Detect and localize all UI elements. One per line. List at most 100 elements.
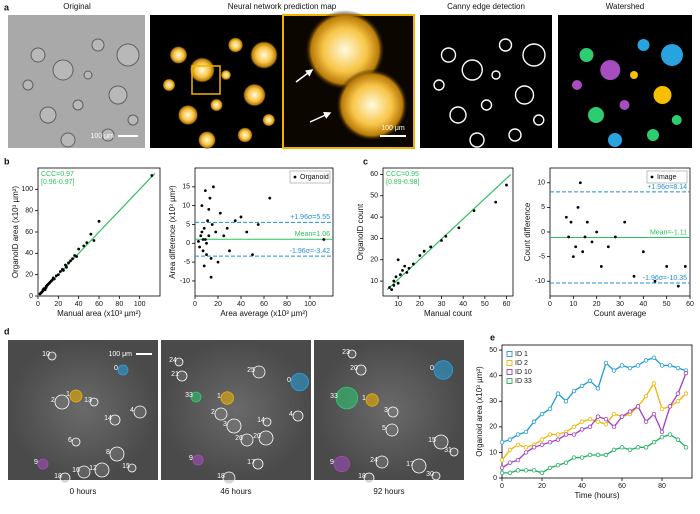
- series-marker: [571, 455, 577, 460]
- segment: [608, 133, 622, 147]
- point: [641, 250, 645, 254]
- x-tick-label: 60: [503, 301, 511, 308]
- organoid-outline: [59, 472, 71, 484]
- series-marker: [515, 442, 521, 447]
- point: [388, 286, 391, 289]
- y-tick-label: 10: [489, 449, 497, 456]
- y-tick-label: -10: [535, 278, 545, 285]
- organoid: [101, 128, 115, 142]
- organoid-id: 6: [68, 437, 72, 444]
- organoid: [72, 99, 84, 111]
- point: [207, 208, 211, 211]
- y-tick-label: 100: [21, 186, 33, 193]
- organoid-id: 13: [84, 397, 92, 404]
- series-marker: [507, 470, 513, 476]
- point: [411, 262, 415, 266]
- point: [67, 261, 70, 265]
- x-tick-label: 100: [134, 301, 146, 308]
- organoid: [116, 43, 140, 67]
- organoid-id: 24: [370, 457, 378, 464]
- series-marker: [611, 368, 617, 373]
- series-marker: [603, 422, 609, 427]
- series-marker: [619, 445, 625, 450]
- series-marker: [603, 452, 609, 458]
- organoid: [30, 47, 46, 63]
- point: [75, 255, 79, 258]
- edge: [440, 47, 457, 63]
- point: [418, 254, 422, 257]
- organoid-id: 5: [382, 425, 386, 432]
- point: [239, 215, 243, 219]
- organoid-outline: [240, 433, 254, 447]
- organoid-outline: [47, 351, 57, 361]
- annotation: [0.89-0.98]: [386, 179, 420, 186]
- organoid-outline: [94, 462, 110, 478]
- point: [44, 286, 48, 289]
- point: [222, 234, 226, 238]
- organoid-id: 16: [72, 467, 80, 474]
- scale-bar-label: 100 μm: [109, 351, 133, 358]
- point: [569, 220, 573, 224]
- series-marker: [579, 419, 585, 424]
- organoid-outline: [54, 394, 70, 410]
- x-tick-label: 80: [115, 301, 123, 308]
- organoid-outline: [71, 437, 81, 447]
- blob: [262, 113, 276, 127]
- point: [665, 265, 669, 268]
- series-marker: [675, 391, 681, 396]
- y-axis-label: Organoid area (x10³ µm²): [475, 366, 484, 457]
- point: [214, 230, 218, 234]
- series-marker: [515, 432, 521, 437]
- series-marker: [667, 404, 673, 409]
- organoid-outline: [192, 454, 204, 466]
- point: [613, 235, 617, 239]
- y-tick-label: 0: [541, 229, 545, 236]
- y-tick-label: 40: [370, 214, 378, 221]
- series-marker: [507, 460, 513, 465]
- y-tick-label: 20: [25, 272, 33, 279]
- x-tick-label: 60: [618, 483, 626, 490]
- y-tick-label: 5: [541, 204, 545, 211]
- series-marker: [643, 358, 649, 363]
- x-tick-label: 30: [616, 301, 624, 308]
- series-marker: [619, 414, 625, 419]
- segment: [630, 71, 638, 79]
- segment: [653, 86, 672, 104]
- blob: [242, 83, 267, 107]
- series-marker: [515, 468, 521, 473]
- x-tick-label: 20: [214, 301, 222, 308]
- organoid-outline: [214, 407, 228, 421]
- point: [392, 283, 396, 287]
- reference-label: -1.96σ=-10.35: [643, 275, 687, 282]
- scale-bar-label: 100 μm: [91, 133, 115, 140]
- blob: [162, 78, 176, 92]
- point: [653, 279, 657, 283]
- point: [85, 241, 89, 245]
- point: [205, 253, 208, 256]
- x-tick-label: 0: [500, 483, 504, 490]
- series-marker: [627, 409, 633, 414]
- timepoint-caption: 92 hours: [373, 487, 404, 496]
- organoid-outline: [387, 406, 399, 418]
- organoid: [39, 106, 57, 124]
- legend-swatch: [506, 351, 513, 357]
- series-marker: [523, 429, 529, 435]
- series-marker: [555, 463, 561, 468]
- x-tick-label: 0: [193, 301, 197, 308]
- organoid: [22, 79, 34, 91]
- legend-label: ID 10: [515, 369, 532, 376]
- organoid-outline: [411, 458, 427, 474]
- point: [62, 269, 65, 272]
- series-marker: [515, 457, 521, 463]
- segment: [600, 60, 621, 80]
- segment: [671, 115, 682, 125]
- x-tick-label: 60: [686, 301, 694, 308]
- legend-label: Organoid: [300, 174, 329, 181]
- series-marker: [547, 465, 553, 470]
- point: [472, 209, 476, 213]
- point: [396, 281, 400, 285]
- legend-label: Image: [657, 174, 677, 181]
- series-marker: [571, 388, 577, 394]
- edge: [498, 38, 513, 52]
- y-tick-label: 0: [186, 240, 190, 247]
